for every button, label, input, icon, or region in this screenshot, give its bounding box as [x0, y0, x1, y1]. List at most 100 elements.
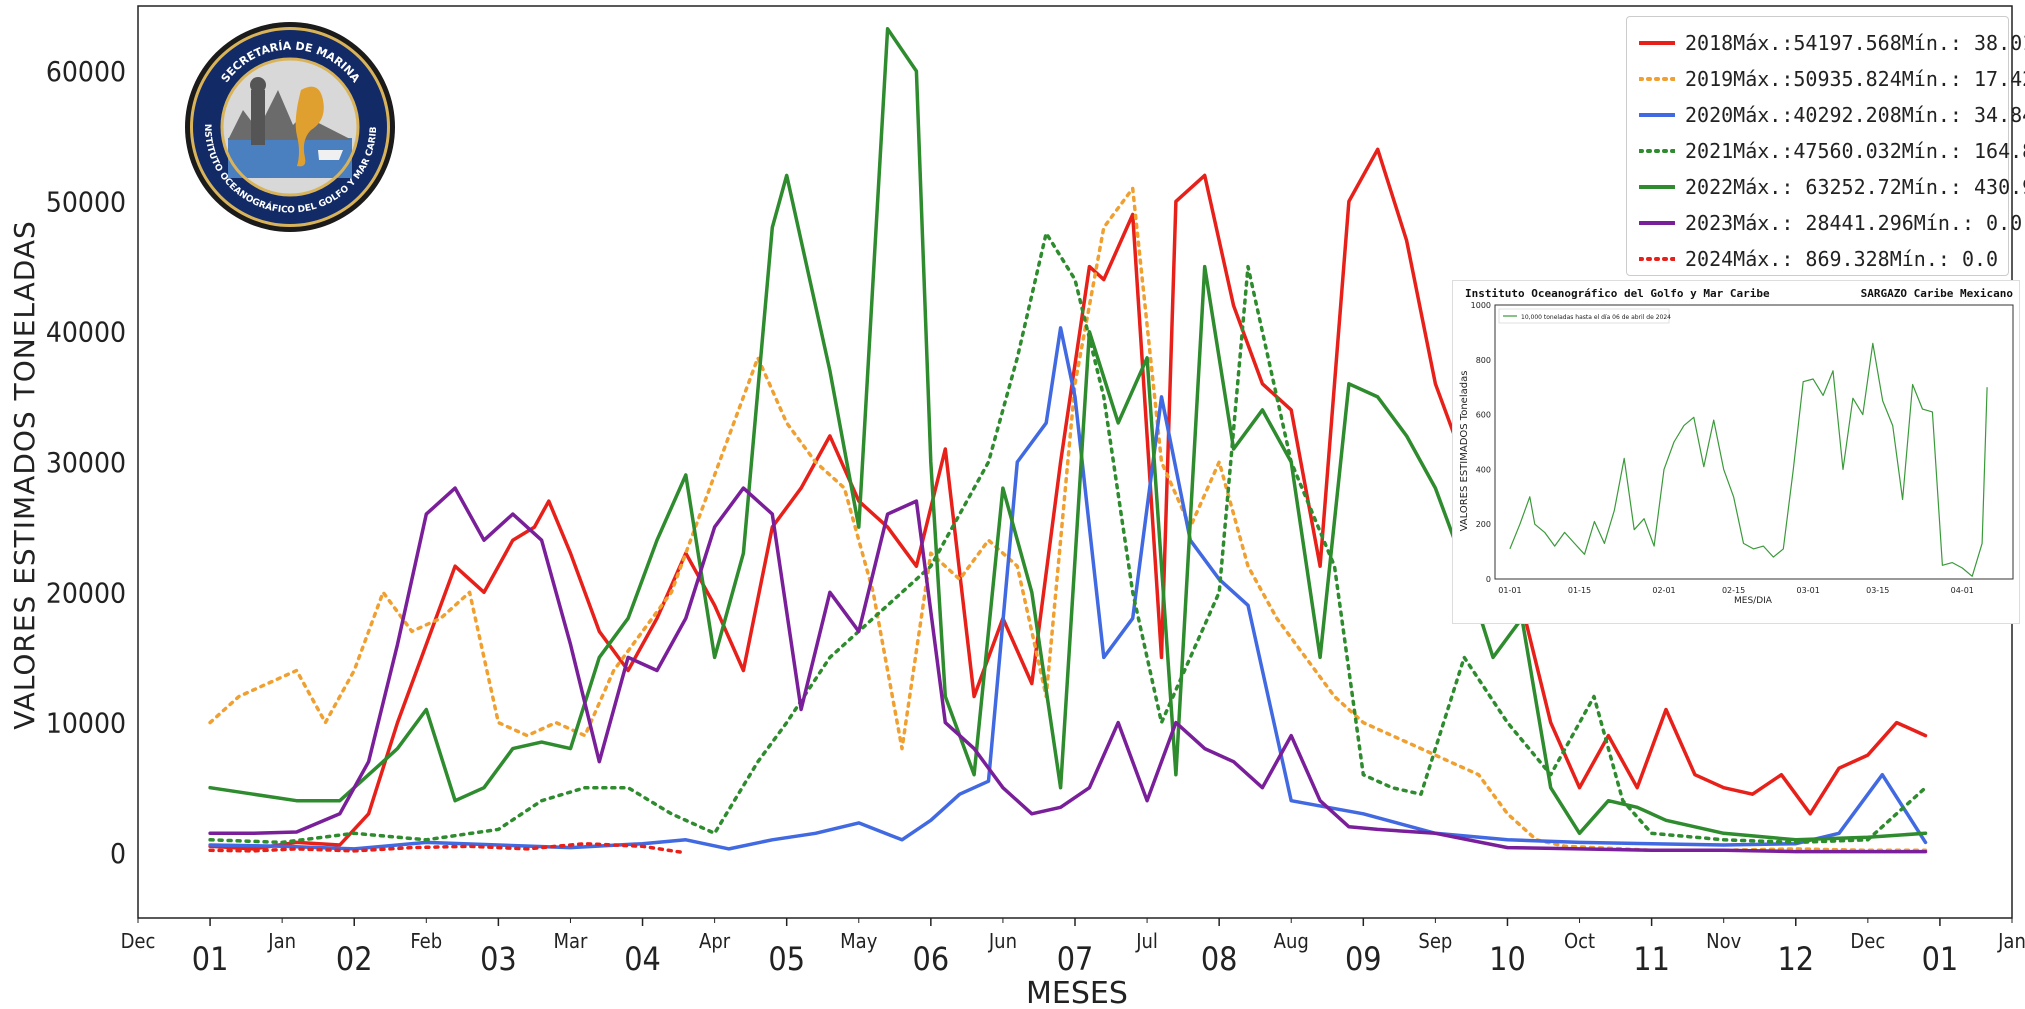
x-major-tick-label: 04	[624, 940, 661, 978]
inset-x-tick-label: 04-01	[1951, 586, 1974, 595]
series-line-2018	[208, 147, 1928, 851]
x-minor-tick-label: Dec	[1850, 929, 1885, 953]
legend-swatch	[1639, 74, 1675, 84]
legend-entry-2024: 2024 Máx.: 869.328 Mín.: 0.0	[1639, 241, 1998, 277]
inset-x-tick-label: 03-15	[1866, 586, 1889, 595]
x-major-tick-label: 05	[768, 940, 805, 978]
x-major-tick-label: 10	[1489, 940, 1526, 978]
legend-swatch	[1639, 218, 1675, 228]
x-minor-tick-label: Feb	[410, 929, 442, 953]
x-major-tick-label: 03	[480, 940, 517, 978]
x-minor-tick-label: Dec	[121, 929, 156, 953]
x-major-tick-label: 11	[1633, 940, 1670, 978]
legend-entry-2023: 2023 Máx.: 28441.296 Mín.: 0.0	[1639, 205, 2022, 241]
legend-year: 2023	[1685, 211, 1734, 235]
inset-series-line	[1509, 342, 1988, 577]
legend-year: 2019	[1685, 67, 1734, 91]
x-major-tick-label: 12	[1777, 940, 1814, 978]
inset-y-tick-label: 1000	[1471, 301, 1491, 310]
inset-subtitle: SARGAZO Caribe Mexicano	[1861, 287, 2014, 300]
inset-x-tick-label: 01-15	[1568, 586, 1591, 595]
legend-max-value: Máx.:40292.208	[1733, 103, 1902, 127]
y-tick-label: 60000	[46, 55, 126, 88]
x-major-tick-label: 06	[913, 940, 950, 978]
inset-x-tick-label: 02-01	[1652, 586, 1675, 595]
legend-swatch	[1639, 110, 1675, 120]
x-minor-tick-label: Nov	[1706, 929, 1741, 953]
y-tick-label: 50000	[46, 185, 126, 218]
legend-year: 2018	[1685, 31, 1734, 55]
x-minor-tick-label: Jan	[1997, 929, 2025, 953]
x-minor-tick-label: Aug	[1274, 929, 1309, 953]
series-lines	[208, 27, 1928, 855]
inset-tick-labels: 0 200 400 600 800 1000 01-01 01-15 02-01 02-15 03-…	[1471, 301, 1974, 595]
series-line-2022	[208, 27, 1928, 842]
series-line-2024	[208, 841, 688, 855]
inset-title: Instituto Oceanográfico del Golfo y Mar …	[1465, 287, 1770, 300]
legend-min-value: Mín.: 17.424	[1901, 67, 2025, 91]
y-tick-label: 0	[110, 837, 126, 870]
inset-plot-area	[1494, 304, 2014, 580]
x-major-tick-label: 02	[336, 940, 373, 978]
series-line-2023	[208, 486, 1928, 854]
x-minor-tick-label: Jul	[1135, 929, 1158, 953]
x-axis-label: MESES	[1026, 976, 1128, 1009]
legend-max-value: Máx.: 28441.296	[1733, 211, 1914, 235]
legend-max-value: Máx.:47560.032	[1733, 139, 1902, 163]
seahorse-emblem-icon: SECRETARÍA DE MARINA INSTITUTO OCEANOGRÁ…	[180, 13, 395, 232]
x-major-tick-label: 07	[1057, 940, 1094, 978]
inset-x-axis-label: MES/DIA	[1734, 596, 1773, 606]
legend-year: 2022	[1685, 175, 1734, 199]
inset-y-tick-label: 600	[1476, 411, 1491, 420]
x-minor-tick-label: Jan	[267, 929, 296, 953]
inset-x-tick-label: 02-15	[1722, 586, 1745, 595]
inset-chart: 0 200 400 600 800 1000 01-01 01-15 02-01 02-15 03-…	[1459, 287, 2014, 606]
inset-x-tick-label: 01-01	[1498, 586, 1521, 595]
x-minor-tick-label: Jun	[988, 929, 1017, 953]
legend-min-value: Mín.: 0.0	[1913, 211, 2023, 235]
y-tick-label: 30000	[46, 446, 126, 479]
legend-year: 2020	[1685, 103, 1734, 127]
inset-y-tick-label: 800	[1476, 356, 1491, 365]
secretaria-de-marina-logo: SECRETARÍA DE MARINA INSTITUTO OCEANOGRÁ…	[180, 13, 398, 235]
y-tick-label: 20000	[46, 576, 126, 609]
legend-min-value: Mín.: 38.016	[1901, 31, 2025, 55]
legend-min-value: Mín.: 430.992	[1901, 175, 2025, 199]
series-line-2020	[208, 326, 1928, 851]
legend-year: 2021	[1685, 139, 1734, 163]
legend-min-value: Mín.: 34.848	[1901, 103, 2025, 127]
legend-swatch	[1639, 146, 1675, 156]
y-tick-label: 40000	[46, 316, 126, 349]
legend-max-value: Máx.: 869.328	[1733, 247, 1890, 271]
x-minor-tick-label: Mar	[553, 929, 588, 953]
y-tick-label: 10000	[46, 707, 126, 740]
legend-max-value: Máx.: 63252.72	[1733, 175, 1902, 199]
x-major-tick-label: 01	[192, 940, 229, 978]
x-major-tick-label: 01	[1922, 940, 1959, 978]
inset-series-line-2024	[1509, 342, 1988, 577]
series-line-2019	[208, 186, 1928, 853]
legend-max-value: Máx.:54197.568	[1733, 31, 1902, 55]
x-major-tick-label: 08	[1201, 940, 1238, 978]
legend-swatch	[1639, 38, 1675, 48]
inset-chart-panel: 0 200 400 600 800 1000 01-01 01-15 02-01 02-15 03-…	[1452, 280, 2020, 624]
legend-year: 2024	[1685, 247, 1734, 271]
inset-x-tick-label: 03-01	[1797, 586, 1820, 595]
y-axis-label: VALORES ESTIMADOS TONELADAS	[8, 220, 41, 730]
inset-axes	[1494, 304, 2014, 580]
inset-legend-label: 10,000 toneladas hasta el día 06 de abri…	[1521, 314, 1671, 321]
x-minor-tick-label: Apr	[699, 929, 731, 953]
legend-min-value: Mín.: 0.0	[1889, 247, 1999, 271]
x-minor-tick-label: Sep	[1418, 929, 1452, 953]
legend-swatch	[1639, 182, 1675, 192]
inset-y-tick-label: 200	[1476, 520, 1491, 529]
legend-swatch	[1639, 254, 1675, 264]
inset-y-tick-label: 0	[1486, 575, 1491, 584]
x-minor-tick-label: May	[840, 929, 878, 953]
